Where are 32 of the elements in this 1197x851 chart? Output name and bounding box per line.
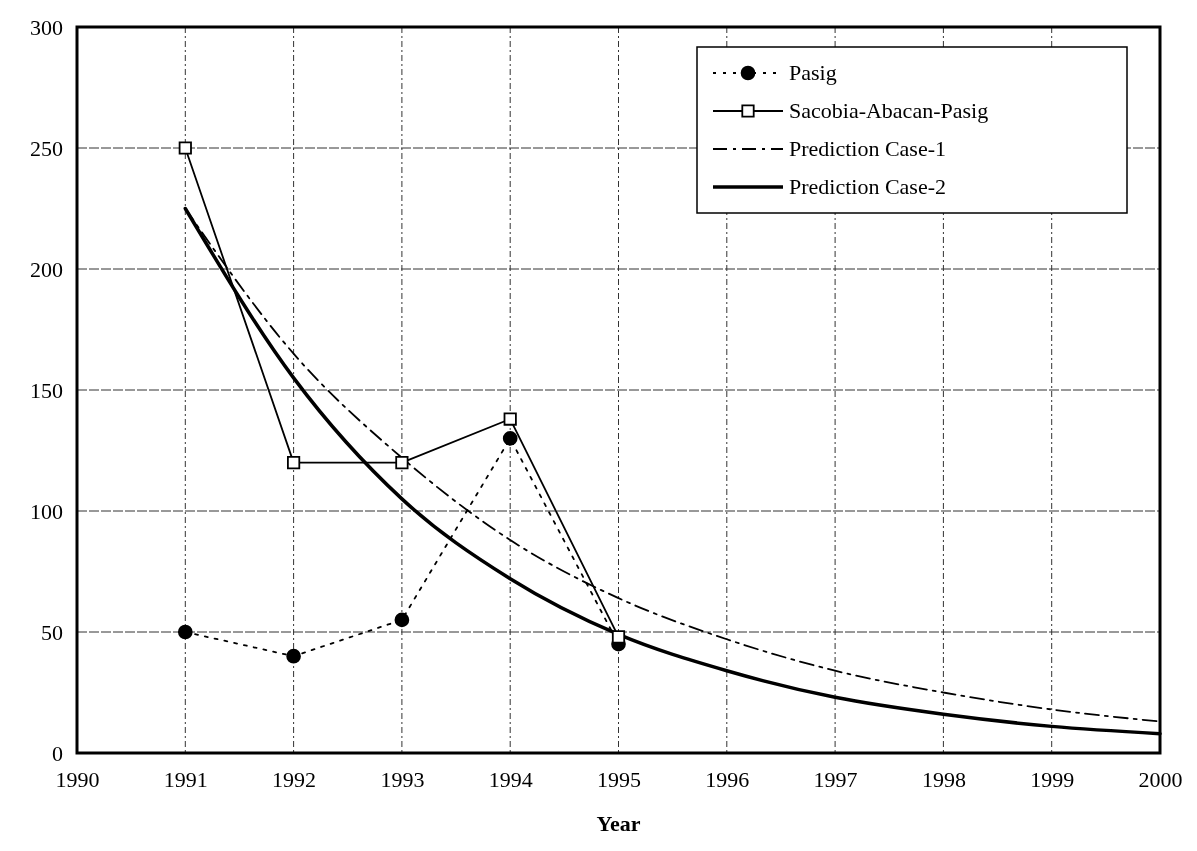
x-tick-label: 1993 <box>380 766 425 792</box>
point <box>178 141 192 155</box>
x-tick-label: 1995 <box>597 766 641 792</box>
y-tick-label: 150 <box>30 377 63 403</box>
x-tick-label: 1998 <box>921 766 966 792</box>
y-tick-label: 50 <box>41 619 63 645</box>
x-tick-label: 1991 <box>163 766 208 792</box>
x-axis-title: Year <box>596 811 641 836</box>
x-tick-label: 1999 <box>1030 766 1075 792</box>
point <box>395 456 409 470</box>
point <box>611 630 626 644</box>
y-tick-label: 250 <box>30 135 63 161</box>
x-tick-label: 1992 <box>272 766 317 792</box>
legend-label: Pasig <box>789 60 837 85</box>
legend-label: Sacobia-Abacan-Pasig <box>789 98 989 123</box>
y-tick-label: 200 <box>30 256 63 282</box>
x-tick-label: 1996 <box>705 766 750 792</box>
point <box>503 412 517 426</box>
point <box>394 612 410 628</box>
x-tick-label: 1994 <box>488 766 533 792</box>
point <box>177 624 193 640</box>
point <box>502 431 518 446</box>
y-tick-label: 0 <box>52 740 63 766</box>
x-tick-label: 1997 <box>813 766 858 792</box>
legend-label: Prediction Case-1 <box>789 136 947 161</box>
x-tick-label: 1990 <box>55 766 100 792</box>
y-tick-label: 300 <box>30 14 63 40</box>
y-tick-label: 100 <box>30 498 63 524</box>
x-tick-label: 2000 <box>1138 766 1183 792</box>
point <box>287 456 301 470</box>
legend-label: Prediction Case-2 <box>789 174 947 199</box>
point <box>286 648 301 664</box>
